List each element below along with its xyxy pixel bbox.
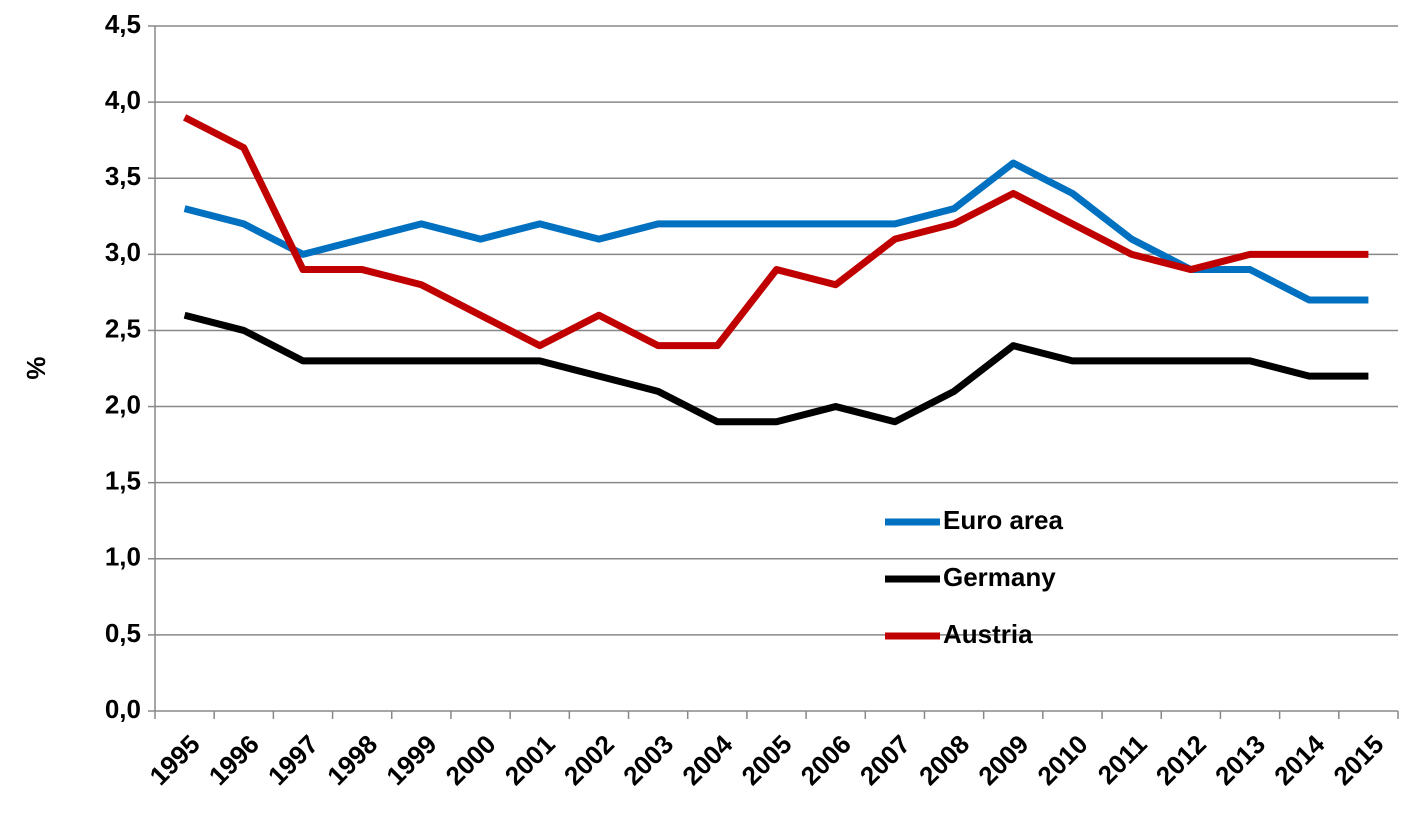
- y-tick-label: 0,5: [105, 618, 141, 648]
- y-tick-label: 3,0: [105, 237, 141, 267]
- x-tick-label: 2005: [735, 729, 797, 791]
- series-line: [182, 114, 1369, 350]
- x-tick-label: 2009: [972, 729, 1034, 791]
- y-tick-label: 4,5: [105, 9, 141, 39]
- x-tick-label: 2013: [1209, 729, 1271, 791]
- x-tick-label: 2014: [1268, 729, 1330, 791]
- y-tick-label: 1,5: [105, 466, 141, 496]
- legend-label: Euro area: [943, 505, 1063, 535]
- x-tick-label: 2011: [1092, 729, 1153, 790]
- x-tick-label: 2012: [1150, 729, 1212, 791]
- x-tick-label: 2000: [440, 729, 502, 791]
- series-line: [183, 159, 1369, 304]
- y-tick-label: 4,0: [105, 85, 141, 115]
- legend-label: Germany: [943, 562, 1056, 592]
- y-tick-label: 0,0: [105, 694, 141, 724]
- series-line: [183, 311, 1369, 426]
- x-tick-label: 2003: [617, 729, 679, 791]
- y-axis-label: %: [21, 356, 51, 379]
- x-tick-label: 2008: [913, 729, 975, 791]
- x-tick-label: 2001: [499, 729, 561, 791]
- x-tick-label: 2010: [1031, 729, 1093, 791]
- x-tick-label: 1997: [262, 729, 324, 791]
- y-tick-label: 1,0: [105, 542, 141, 572]
- x-tick-label: 2002: [558, 729, 620, 791]
- y-tick-label: 2,0: [105, 389, 141, 419]
- y-tick-label: 2,5: [105, 313, 141, 343]
- x-tick-label: 1998: [321, 729, 383, 791]
- x-tick-label: 1996: [203, 729, 265, 791]
- x-tick-label: 2015: [1327, 729, 1389, 791]
- legend-label: Austria: [943, 619, 1033, 649]
- x-tick-label: 2004: [676, 729, 738, 791]
- x-tick-label: 1999: [380, 729, 442, 791]
- x-tick-label: 2007: [854, 729, 916, 791]
- x-tick-label: 2006: [795, 729, 857, 791]
- x-tick-label: 1995: [144, 729, 206, 791]
- y-tick-label: 3,5: [105, 161, 141, 191]
